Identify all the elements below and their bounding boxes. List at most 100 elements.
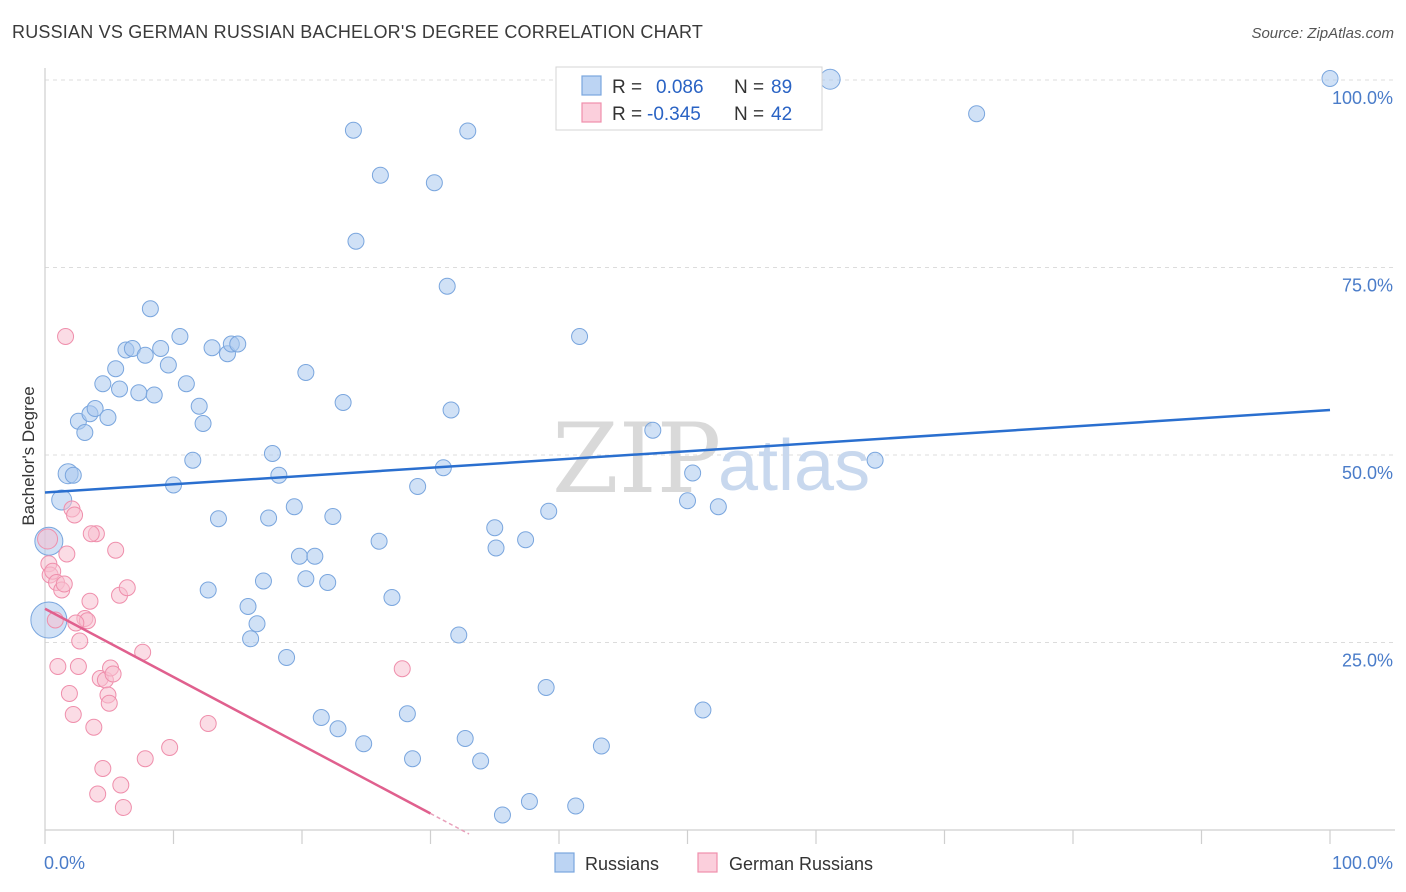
- german-russians-point-40: [82, 525, 100, 543]
- russians-point-24: [184, 451, 202, 469]
- russians-point-29: [209, 510, 227, 528]
- russians-point-53: [355, 735, 373, 753]
- russians-point-43: [297, 364, 315, 381]
- russians-point-27: [199, 581, 217, 599]
- russians-point-47: [319, 574, 337, 591]
- german-russians-point-39: [112, 776, 130, 794]
- russians-point-12: [111, 380, 129, 398]
- russians-point-35: [248, 615, 266, 633]
- watermark: ZIP atlas: [552, 403, 870, 515]
- russians-point-64: [450, 626, 468, 644]
- legend-russians-label: Russians: [585, 854, 659, 874]
- russians-point-4: [64, 466, 82, 484]
- axes: [44, 68, 1395, 844]
- russians-point-39: [270, 466, 288, 484]
- russians-point-34: [242, 630, 260, 648]
- russians-point-19: [152, 340, 170, 357]
- legend-n-value-1: 89: [771, 77, 792, 98]
- russians-point-38: [263, 445, 281, 462]
- stats-legend: R = 0.086 N = 89 R = -0.345 N = 42: [555, 66, 823, 131]
- y-tick-labels: 25.0% 50.0% 75.0% 100.0%: [1332, 88, 1393, 671]
- russians-point-55: [371, 166, 389, 184]
- russians-point-71: [517, 531, 535, 549]
- russians-point-48: [324, 508, 342, 525]
- series-legend: Russians German Russians: [554, 852, 873, 874]
- russians-point-65: [456, 730, 474, 747]
- russians-point-57: [398, 705, 416, 723]
- german-russians-point-8: [55, 575, 73, 593]
- russians-point-56: [383, 589, 401, 606]
- russians-point-60: [425, 174, 443, 192]
- legend-n-value-2: 42: [771, 104, 792, 125]
- german-russians-trend-extension: [430, 812, 470, 835]
- russians-point-26: [194, 415, 212, 432]
- german-russians-point-27: [100, 694, 118, 712]
- german-russians-point-22: [89, 785, 107, 803]
- russians-point-58: [404, 750, 422, 768]
- russians-point-50: [334, 394, 352, 411]
- source-label: Source: ZipAtlas.com: [1251, 25, 1394, 42]
- russians-point-82: [709, 498, 727, 516]
- russians-point-23: [177, 375, 195, 393]
- russians-point-41: [285, 498, 303, 516]
- russians-point-49: [329, 720, 347, 738]
- russians-point-74: [540, 502, 558, 520]
- russians-point-70: [493, 806, 511, 824]
- x-tick-label-1: 100.0%: [1332, 853, 1393, 873]
- grid: [45, 79, 1395, 643]
- russians-point-15: [130, 384, 148, 402]
- y-tick-label-0: 25.0%: [1342, 651, 1393, 671]
- x-tick-label-0: 0.0%: [44, 853, 85, 873]
- german-russians-point-29: [104, 665, 122, 683]
- german-russians-point-30: [107, 541, 125, 559]
- russians-point-22: [171, 328, 189, 345]
- russians-point-69: [487, 539, 505, 557]
- german-russians-point-37: [199, 715, 217, 732]
- x-tick-labels: 0.0% 100.0%: [44, 853, 1393, 873]
- russians-point-16: [136, 346, 154, 364]
- russians-point-63: [442, 401, 460, 419]
- legend-r-value-2: -0.345: [647, 104, 701, 125]
- russians-point-45: [306, 547, 324, 565]
- russians-point-40: [278, 649, 296, 666]
- german-russians-point-15: [69, 658, 87, 675]
- russians-point-32: [229, 335, 247, 353]
- russians-point-11: [107, 360, 125, 378]
- y-tick-label-2: 75.0%: [1342, 276, 1393, 296]
- russians-point-51: [344, 121, 362, 139]
- german-russians-point-14: [66, 506, 84, 524]
- russians-point-87: [1321, 70, 1339, 87]
- german-russians-swatch: [581, 102, 602, 123]
- russians-point-33: [239, 598, 257, 615]
- russians-point-81: [694, 701, 712, 719]
- german-russians-point-16: [71, 632, 89, 650]
- german-russians-point-38: [393, 660, 411, 678]
- watermark-atlas: atlas: [718, 426, 870, 506]
- russians-point-9: [94, 375, 112, 393]
- russians-point-37: [260, 509, 278, 527]
- legend-r-label-2: R =: [612, 104, 642, 125]
- russians-point-25: [190, 397, 208, 415]
- legend-n-label-2: N =: [734, 104, 764, 125]
- russians-point-76: [571, 328, 589, 345]
- legend-r-value-1: 0.086: [656, 77, 704, 98]
- russians-point-75: [567, 797, 585, 815]
- chart-title: RUSSIAN VS GERMAN RUSSIAN BACHELOR'S DEG…: [12, 22, 704, 42]
- russians-point-46: [312, 709, 330, 726]
- legend-n-label-1: N =: [734, 77, 764, 98]
- german-russians-point-10: [58, 545, 76, 563]
- russians-point-78: [644, 421, 662, 439]
- german-russians-trend-line: [44, 607, 432, 815]
- russians-point-8: [86, 400, 104, 417]
- russians-point-79: [679, 492, 696, 510]
- german-russians-point-33: [118, 579, 136, 597]
- trend-lines: [44, 408, 1331, 835]
- russians-point-67: [472, 752, 490, 770]
- russians-point-80: [684, 464, 702, 482]
- german-russians-point-9: [57, 328, 75, 345]
- german-russians-point-32: [114, 799, 132, 816]
- german-russians-point-36: [161, 739, 179, 756]
- russians-point-66: [459, 122, 477, 140]
- legend-r-label-1: R =: [612, 77, 642, 98]
